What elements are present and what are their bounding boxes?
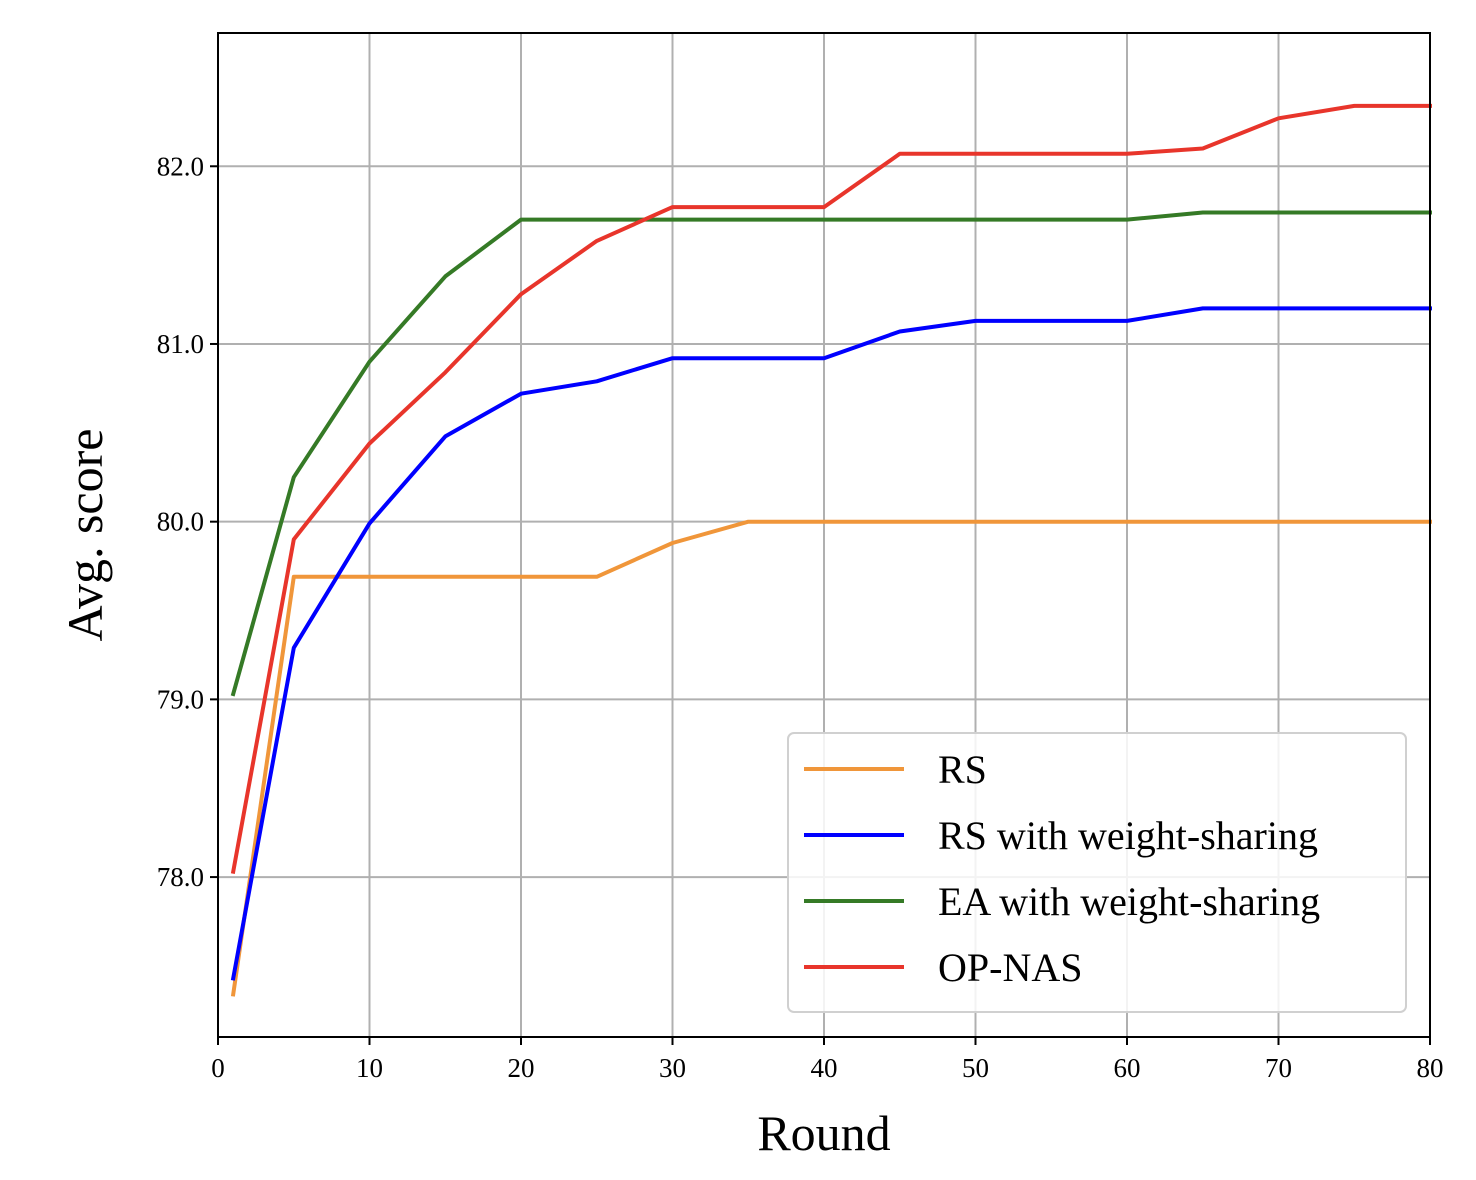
series-line-op-nas <box>230 103 1432 875</box>
x-tick-label: 50 <box>962 1053 989 1083</box>
x-tick-label: 30 <box>659 1053 686 1083</box>
y-tick-label: 81.0 <box>157 329 204 359</box>
legend-entry-label: EA with weight-sharing <box>938 879 1320 924</box>
x-tick-label: 0 <box>211 1053 225 1083</box>
y-tick-label: 80.0 <box>157 507 204 537</box>
x-axis-label: Round <box>757 1105 890 1161</box>
legend-box <box>787 732 1407 1013</box>
x-tick-label: 10 <box>356 1053 383 1083</box>
y-tick-label: 78.0 <box>157 862 204 892</box>
y-tick-label: 79.0 <box>157 684 204 714</box>
axis-ticks: 0 10 20 30 40 50 60 70 80 78.0 79.0 80.0 81.0 82.0 <box>157 151 1444 1083</box>
x-tick-label: 20 <box>508 1053 535 1083</box>
y-tick-label: 82.0 <box>157 151 204 181</box>
grid <box>217 33 1431 1037</box>
x-tick-label: 60 <box>1114 1053 1141 1083</box>
legend-entry-label: RS with weight-sharing <box>938 813 1318 858</box>
x-tick-label: 40 <box>811 1053 838 1083</box>
y-axis-label: Avg. score <box>57 429 113 642</box>
x-tick-label: 80 <box>1417 1053 1444 1083</box>
series-line-rs-with-weight-sharing <box>230 306 1432 981</box>
legend-entry-label: RS <box>938 747 987 792</box>
legend: RS RS with weight-sharing EA with weight-s… <box>787 732 1407 1013</box>
series-line-ea-with-weight-sharing <box>230 210 1432 697</box>
series-lines <box>230 103 1432 997</box>
x-tick-label: 70 <box>1265 1053 1292 1083</box>
series-line-rs <box>230 519 1432 997</box>
legend-entry-label: OP-NAS <box>938 945 1082 990</box>
